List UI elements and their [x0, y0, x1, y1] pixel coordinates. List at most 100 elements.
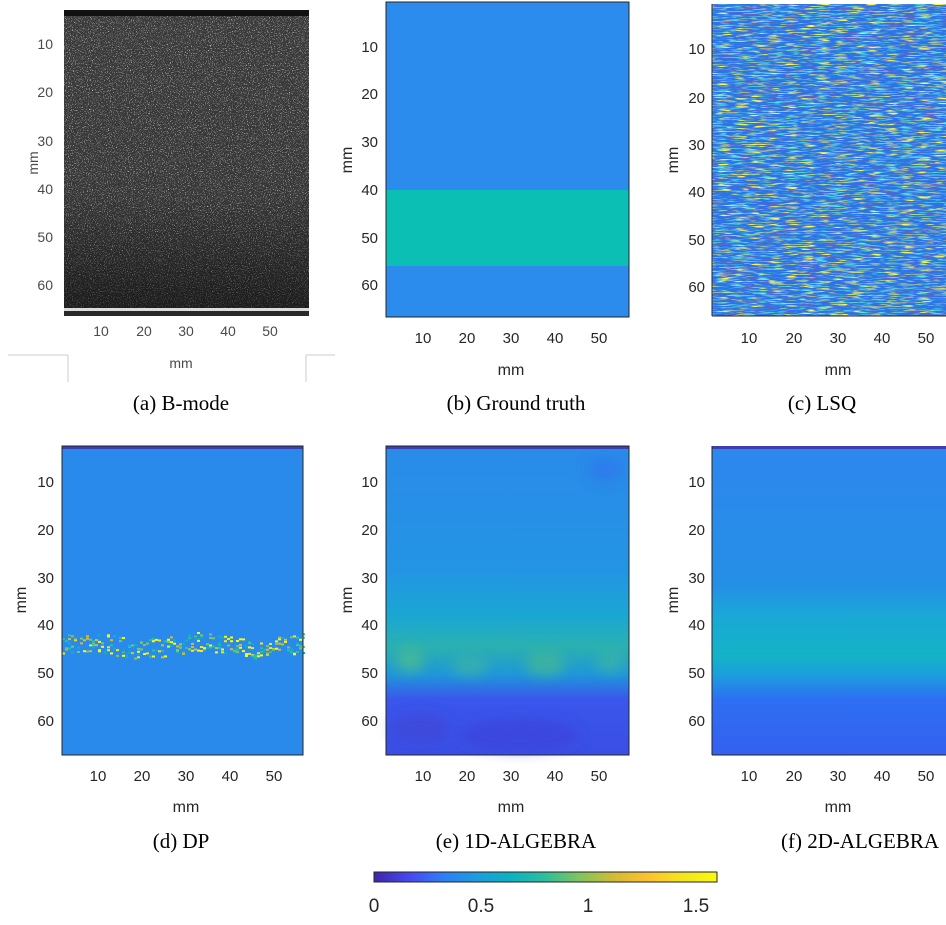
- dp-pixel: [131, 652, 134, 654]
- dp-pixel: [134, 644, 137, 646]
- dp-pixel: [296, 643, 299, 646]
- dp-pixel: [149, 654, 152, 657]
- dp-pixel: [200, 636, 203, 639]
- dp-pixel: [107, 635, 110, 638]
- algebra1d-blobs: [390, 458, 624, 751]
- dp-pixel: [128, 651, 131, 654]
- panel-d-dp: 10 20 30 40 50 60 10 20 30 40 50 mm mm (…: [13, 445, 305, 853]
- dp-pixel: [185, 646, 188, 649]
- dp-pixel: [149, 655, 152, 658]
- dp-pixel: [266, 648, 269, 651]
- dp-pixel: [68, 647, 71, 650]
- dp-pixel: [251, 643, 254, 645]
- dp-pixel: [122, 650, 125, 653]
- dp-pixel: [71, 645, 74, 648]
- y-axis-label: mm: [665, 587, 682, 614]
- dp-pixel: [224, 635, 227, 638]
- y-tick: 40: [37, 181, 53, 197]
- dp-pixel: [116, 654, 119, 657]
- dp-pixel: [152, 655, 155, 658]
- x-tick: 30: [503, 768, 520, 785]
- panel-c-lsq: 10 20 30 40 50 60 10 20 30 40 50 mm mm (…: [665, 4, 946, 415]
- dp-pixel: [269, 643, 272, 645]
- dp-pixel: [149, 639, 152, 642]
- dp-pixel: [155, 638, 158, 641]
- dp-pixel: [98, 650, 101, 653]
- dp-pixel: [119, 637, 122, 639]
- dp-pixel: [209, 633, 212, 636]
- dp-pixel: [248, 652, 251, 655]
- y-tick: 10: [361, 39, 378, 56]
- dp-pixel: [143, 653, 146, 655]
- y-tick: 30: [361, 134, 378, 151]
- dp-pixel: [263, 650, 266, 653]
- colorbar-tick: 1: [583, 896, 594, 917]
- dp-pixel: [236, 645, 239, 648]
- y-tick: 50: [361, 665, 378, 682]
- algebra2d-image: [712, 446, 946, 755]
- dp-pixel: [227, 644, 230, 647]
- x-axis-label: mm: [169, 355, 192, 371]
- dp-pixel: [107, 646, 110, 649]
- dp-pixel: [128, 645, 131, 648]
- dp-pixel: [92, 646, 95, 648]
- dp-pixel: [89, 644, 92, 647]
- dp-pixel: [98, 649, 101, 652]
- dp-image: [62, 446, 303, 755]
- dp-pixel: [242, 650, 245, 653]
- dp-pixel: [182, 642, 185, 645]
- x-tick: 10: [741, 330, 758, 347]
- lsq-yticks: 10 20 30 40 50 60: [688, 41, 705, 296]
- dp-pixel: [83, 639, 86, 642]
- dp-pixel: [101, 645, 104, 648]
- dp-pixel: [248, 646, 251, 649]
- dp-pixel: [98, 640, 101, 643]
- dp-pixel: [95, 644, 98, 647]
- dp-pixel: [110, 639, 113, 642]
- y-tick: 60: [361, 277, 378, 294]
- dp-pixel: [221, 651, 224, 654]
- dp-pixel: [260, 647, 263, 650]
- caption-b: (b) Ground truth: [447, 391, 586, 415]
- dp-pixel: [278, 636, 281, 639]
- y-tick: 50: [37, 665, 54, 682]
- x-tick: 30: [503, 330, 520, 347]
- ground-truth-background: [386, 2, 629, 317]
- dp-pixel: [236, 648, 239, 651]
- dp-pixel: [260, 654, 263, 657]
- dp-pixel: [275, 640, 278, 643]
- dp-pixel: [122, 637, 125, 640]
- dp-pixel: [110, 644, 113, 647]
- dp-pixel: [146, 642, 149, 645]
- dp-pixel: [83, 650, 86, 653]
- dp-pixel: [170, 644, 173, 647]
- x-tick: 50: [591, 330, 608, 347]
- dp-pixel: [191, 649, 194, 652]
- dp-pixel: [257, 652, 260, 655]
- dp-pixel: [104, 651, 107, 654]
- y-axis-label: mm: [25, 151, 41, 174]
- x-axis-label: mm: [498, 362, 525, 379]
- dp-pixel: [197, 639, 200, 642]
- blob: [587, 458, 623, 482]
- dp-pixel: [218, 635, 221, 638]
- dp-pixel: [137, 647, 140, 650]
- y-tick: 40: [688, 617, 705, 634]
- dp-pixel: [233, 648, 236, 651]
- dp-pixel: [68, 634, 71, 637]
- dp-pixel: [92, 642, 95, 645]
- dp-pixel: [137, 650, 140, 653]
- colorbar-gradient: [373, 871, 718, 883]
- dp-pixel: [299, 644, 302, 647]
- panel-f-2d-algebra: 10 20 30 40 50 60 10 20 30 40 50 mm mm (…: [665, 446, 946, 853]
- dp-pixel: [293, 653, 296, 656]
- dp-pixel: [164, 655, 167, 658]
- dp-pixel: [194, 648, 197, 651]
- dp-pixel: [251, 654, 254, 657]
- dp-pixel: [191, 646, 194, 648]
- bmode-bottom-band: [64, 311, 309, 316]
- dp-pixel: [131, 644, 134, 647]
- dp-pixel: [251, 655, 254, 658]
- dp-pixel: [197, 638, 200, 641]
- dp-pixel: [299, 647, 302, 650]
